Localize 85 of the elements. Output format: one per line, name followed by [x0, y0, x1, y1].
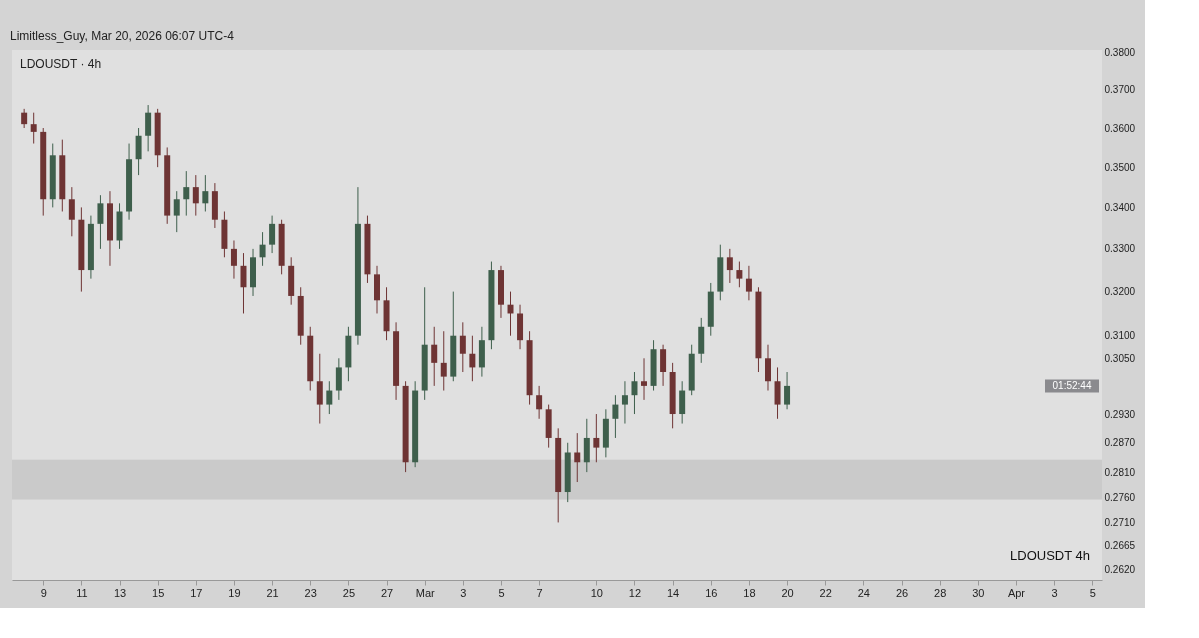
candlestick: [621, 380, 628, 425]
candlestick: [183, 170, 190, 217]
candlestick: [469, 335, 476, 382]
candlestick: [145, 104, 152, 152]
candlestick: [641, 357, 648, 401]
candlestick: [202, 174, 209, 212]
candlestick: [259, 231, 266, 267]
x-tick-label: 15: [152, 586, 165, 599]
x-tick-label: 25: [342, 586, 356, 599]
y-tick-label: 0.3200: [1104, 286, 1136, 298]
x-tick-label: 17: [190, 586, 203, 599]
candlestick: [736, 261, 743, 288]
candlestick: [326, 380, 333, 415]
annotation: LDOUSDT 4h: [1010, 548, 1090, 563]
x-tick-label: 10: [590, 586, 603, 599]
candlestick: [631, 371, 638, 415]
x-tick-label: Mar: [415, 586, 435, 599]
candlestick: [431, 326, 438, 387]
y-tick-label: 0.3300: [1104, 243, 1136, 255]
candlestick: [192, 174, 199, 217]
candlestick: [726, 248, 733, 284]
candlestick: [30, 112, 37, 145]
x-tick-label: 12: [628, 586, 642, 599]
y-tick-label: 0.3700: [1104, 84, 1136, 96]
x-tick-label: 27: [380, 586, 394, 599]
candlestick: [440, 330, 447, 392]
candlestick: [593, 413, 600, 463]
text: LDOUSDT · 4h: [20, 57, 102, 71]
y-tick-label: 0.2620: [1104, 563, 1136, 575]
candlestick: [21, 108, 28, 129]
x-tick-label: 18: [743, 586, 756, 599]
x-tick-label: 21: [266, 586, 279, 599]
x-tick-label: 5: [498, 586, 505, 599]
x-tick-label: 30: [972, 586, 985, 599]
y-tick-label: 0.3500: [1104, 161, 1136, 173]
candlestick: [536, 385, 543, 420]
candlestick: [230, 239, 237, 280]
y-tick-label: 0.2930: [1104, 408, 1136, 420]
y-tick-label: 0.3600: [1104, 122, 1136, 134]
candlestick: [784, 371, 791, 410]
x-tick-label: 22: [819, 586, 832, 599]
candlestick: [173, 190, 180, 233]
y-tick-label: 0.2710: [1104, 516, 1136, 528]
candlestick: [240, 252, 247, 314]
x-tick-label: 26: [895, 586, 909, 599]
candlestick: [135, 127, 142, 176]
x-tick-label: 13: [113, 586, 127, 599]
x-tick-label: 14: [667, 586, 680, 599]
candlestick: [68, 186, 75, 237]
y-tick-label: 0.3100: [1104, 330, 1136, 342]
y-tick-label: 0.3050: [1104, 352, 1136, 364]
candlestick: [507, 291, 514, 337]
candlestick: [679, 380, 686, 425]
y-tick-label: 0.2870: [1104, 437, 1136, 449]
candlestick: [774, 366, 781, 420]
annotation: 01:52:44: [1052, 380, 1092, 391]
x-tick-label: 9: [40, 586, 47, 599]
candlestick: [574, 432, 581, 483]
x-tick-label: 11: [76, 586, 88, 599]
y-tick-label: 0.2665: [1104, 540, 1136, 552]
y-tick-label: 0.3400: [1104, 201, 1136, 213]
candlestick: [459, 321, 466, 373]
candlestick: [660, 344, 667, 387]
x-tick-label: 7: [536, 586, 543, 599]
y-tick-label: 0.3800: [1104, 47, 1136, 59]
x-tick-label: 19: [228, 586, 241, 599]
x-tick-label: 3: [1051, 586, 1058, 599]
candlestick: [612, 394, 619, 439]
x-tick-label: 3: [460, 586, 467, 599]
x-tick-label: 28: [934, 586, 947, 599]
x-tick-label: 20: [781, 586, 794, 599]
candlestick: [745, 265, 752, 301]
y-tick-label: 0.2760: [1104, 491, 1136, 503]
candlestick: [764, 344, 771, 392]
candlestick: [97, 194, 104, 250]
y-tick-label: 0.2810: [1104, 466, 1136, 478]
candlestick: [335, 357, 342, 401]
candlestick: [269, 215, 276, 254]
x-tick-label: 5: [1089, 586, 1096, 599]
candlestick: [316, 353, 323, 425]
x-tick-label: 23: [304, 586, 317, 599]
x-tick-label: 24: [857, 586, 870, 599]
x-tick-label: 16: [705, 586, 718, 599]
x-tick-label: Apr: [1007, 586, 1026, 599]
text: Limitless_Guy, Mar 20, 2026 06:07 UTC-4: [10, 29, 235, 43]
